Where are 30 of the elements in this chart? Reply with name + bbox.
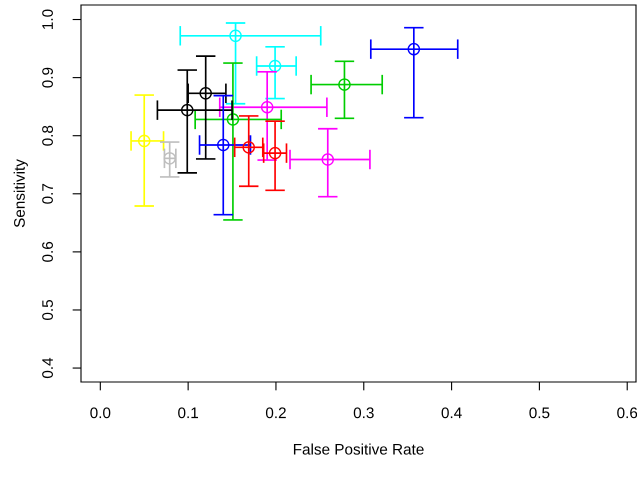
y-tick-label: 0.6 — [42, 242, 53, 262]
y-tick-label: 0.4 — [42, 358, 53, 378]
x-tick-label: 0.2 — [266, 407, 286, 418]
point — [268, 146, 282, 160]
point — [199, 87, 212, 100]
point — [268, 60, 282, 72]
y-tick-label: 0.9 — [42, 68, 53, 88]
point — [322, 153, 334, 166]
point — [138, 134, 150, 148]
point — [163, 152, 176, 165]
y-tick-label: 0.7 — [42, 184, 53, 204]
x-tick-label: 0.3 — [354, 407, 374, 418]
point — [408, 42, 420, 56]
point — [181, 104, 194, 116]
point — [229, 30, 242, 42]
y-axis-title: Sensitivity — [14, 159, 28, 228]
y-tick-label: 0.5 — [42, 300, 53, 320]
point — [338, 78, 351, 91]
y-tick-label: 0.8 — [42, 126, 53, 146]
point — [226, 113, 240, 126]
x-tick-label: 0.4 — [442, 407, 462, 418]
x-axis-title: False Positive Rate — [294, 443, 424, 455]
x-tick-label: 0.5 — [529, 407, 550, 418]
point — [217, 138, 230, 152]
x-tick-label: 0.0 — [90, 407, 110, 418]
point — [242, 141, 255, 154]
y-tick-label: 1.0 — [42, 10, 53, 29]
x-tick-label: 0.1 — [178, 407, 198, 418]
x-tick-label: 0.6 — [617, 407, 637, 418]
point — [260, 100, 274, 114]
